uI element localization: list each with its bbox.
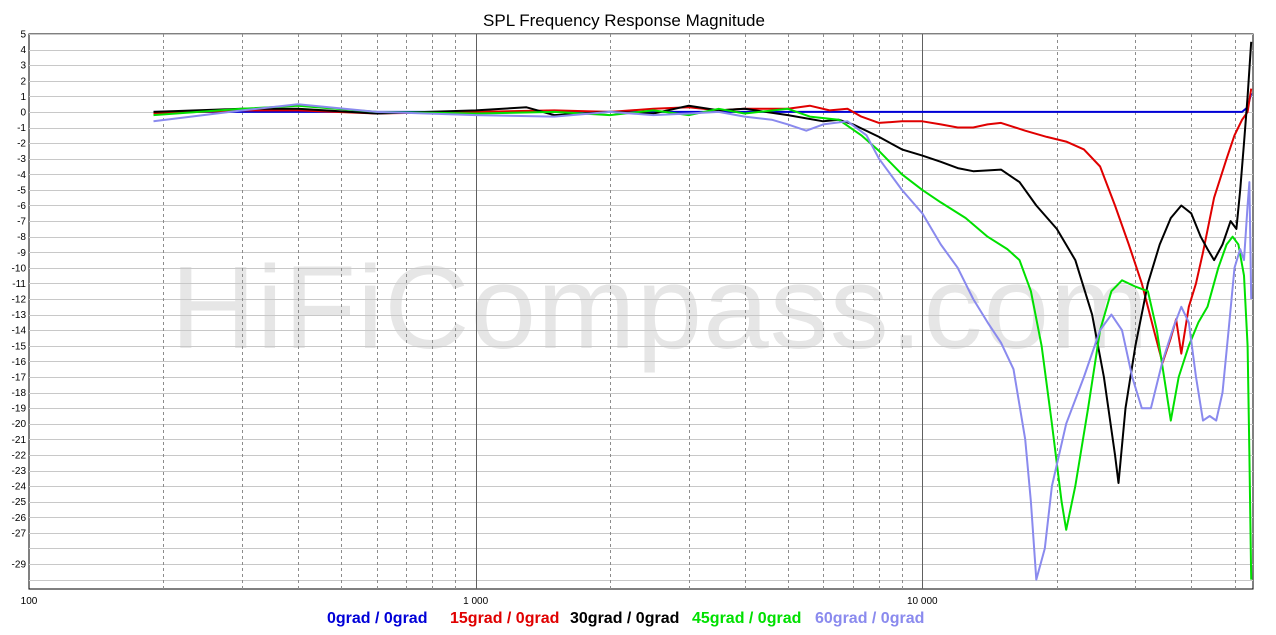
y-tick-label: 1	[20, 92, 26, 103]
y-tick-label: -1	[17, 123, 26, 134]
legend-entry: 45grad / 0grad	[692, 610, 801, 627]
x-tick-label: 100	[21, 596, 38, 607]
y-tick-label: -24	[12, 482, 27, 493]
y-tick-label: -21	[12, 435, 27, 446]
x-tick-label: 10 000	[907, 596, 938, 607]
y-tick-label: -14	[12, 326, 27, 337]
y-tick-label: -2	[17, 139, 26, 150]
y-tick-label: -27	[12, 528, 27, 539]
y-tick-label: -29	[12, 560, 27, 571]
y-tick-label: -22	[12, 450, 27, 461]
y-tick-label: -7	[17, 217, 26, 228]
y-tick-label: -26	[12, 513, 27, 524]
y-tick-label: -4	[17, 170, 26, 181]
legend-entry: 0grad / 0grad	[327, 610, 427, 627]
y-tick-label: 5	[20, 30, 26, 41]
series-line	[153, 41, 1253, 484]
series-line	[153, 103, 1253, 581]
y-tick-label: -15	[12, 341, 27, 352]
y-tick-label: -16	[12, 357, 27, 368]
y-tick-label: -13	[12, 310, 27, 321]
legend-entry: 60grad / 0grad	[815, 610, 924, 627]
y-tick-label: -11	[12, 279, 26, 290]
y-tick-label: -12	[12, 295, 27, 306]
y-tick-label: -9	[17, 248, 26, 259]
y-tick-label: -23	[12, 466, 27, 477]
legend-entry: 30grad / 0grad	[570, 610, 679, 627]
series-layer	[153, 41, 1253, 581]
y-tick-label: -20	[12, 419, 27, 430]
legend: 0grad / 0grad 15grad / 0grad 30grad / 0gra…	[327, 610, 924, 627]
y-tick-label: 4	[20, 45, 26, 56]
plot-area	[28, 33, 1254, 590]
y-tick-label: -5	[17, 185, 26, 196]
y-tick-label: -8	[17, 232, 26, 243]
y-tick-label: -18	[12, 388, 27, 399]
x-tick-label: 1 000	[463, 596, 488, 607]
chart-title: SPL Frequency Response Magnitude	[483, 11, 765, 30]
y-tick-label: -10	[12, 263, 27, 274]
y-tick-label: 0	[20, 107, 26, 118]
legend-entry: 15grad / 0grad	[450, 610, 559, 627]
y-tick-label: -6	[17, 201, 26, 212]
y-tick-label: 3	[20, 61, 26, 72]
y-tick-label: -17	[12, 372, 27, 383]
y-tick-label: -3	[17, 154, 26, 165]
grid-layer	[29, 34, 1253, 589]
y-tick-label: 2	[20, 76, 26, 87]
y-tick-label: -19	[12, 404, 27, 415]
y-tick-label: -25	[12, 497, 27, 508]
y-tick-labels: 5 4 3 2 1 0 -1 -2 -3 -4 -5 -6 -7 -8 -9 -10 -11 -12 -13 -14 -…	[12, 30, 27, 571]
watermark: HiFiCompass.com	[171, 242, 1150, 374]
series-line	[153, 88, 1253, 364]
x-tick-labels: 100 1 000 10 000	[21, 596, 938, 607]
